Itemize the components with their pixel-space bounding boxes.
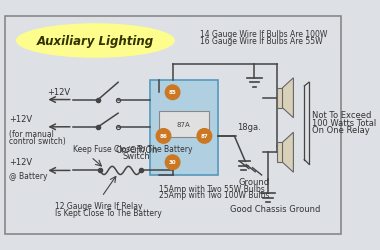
Circle shape xyxy=(165,155,180,170)
Text: Ground: Ground xyxy=(239,178,270,187)
Bar xyxy=(159,111,209,137)
Text: 87: 87 xyxy=(201,134,208,139)
Text: 25Amp with Two 100W Bulbs: 25Amp with Two 100W Bulbs xyxy=(159,191,269,200)
Text: +12V: +12V xyxy=(47,88,70,97)
Ellipse shape xyxy=(16,23,175,58)
Text: 16 Gauge Wire If Bulbs Are 55W: 16 Gauge Wire If Bulbs Are 55W xyxy=(200,37,323,46)
Circle shape xyxy=(156,129,171,143)
Text: 18ga.: 18ga. xyxy=(237,123,261,132)
Text: Keep Fuse Close To The Battery: Keep Fuse Close To The Battery xyxy=(73,145,192,154)
Polygon shape xyxy=(282,78,293,118)
Text: +12V: +12V xyxy=(9,158,32,167)
Bar xyxy=(277,142,282,162)
Text: 85: 85 xyxy=(169,90,176,95)
Text: Switch: Switch xyxy=(122,152,150,161)
Circle shape xyxy=(197,129,212,143)
Text: 12 Gauge Wire If Relay: 12 Gauge Wire If Relay xyxy=(54,202,142,211)
Text: On One Relay: On One Relay xyxy=(312,126,369,135)
Text: (for manual: (for manual xyxy=(9,130,54,140)
Bar xyxy=(150,80,218,175)
Text: 87A: 87A xyxy=(177,122,190,128)
Text: Good Chassis Ground: Good Chassis Ground xyxy=(230,205,320,214)
Text: 86: 86 xyxy=(160,134,167,139)
Text: control switch): control switch) xyxy=(9,137,66,146)
Polygon shape xyxy=(282,132,293,172)
Text: Is Kept Close To The Battery: Is Kept Close To The Battery xyxy=(54,208,161,218)
Text: @ Battery: @ Battery xyxy=(9,172,48,181)
Text: 30: 30 xyxy=(169,160,176,165)
Text: Not To Exceed: Not To Exceed xyxy=(312,111,371,120)
Text: +12V: +12V xyxy=(9,115,32,124)
Text: 100 Watts Total: 100 Watts Total xyxy=(312,119,376,128)
Text: On/Off/On: On/Off/On xyxy=(115,146,157,155)
Text: 14 Gauge Wire If Bulbs Are 100W: 14 Gauge Wire If Bulbs Are 100W xyxy=(200,30,327,38)
Circle shape xyxy=(165,85,180,100)
Text: 15Amp with Two 55W Bulbs: 15Amp with Two 55W Bulbs xyxy=(159,185,265,194)
Bar xyxy=(277,88,282,108)
Text: Auxiliary Lighting: Auxiliary Lighting xyxy=(37,35,154,48)
